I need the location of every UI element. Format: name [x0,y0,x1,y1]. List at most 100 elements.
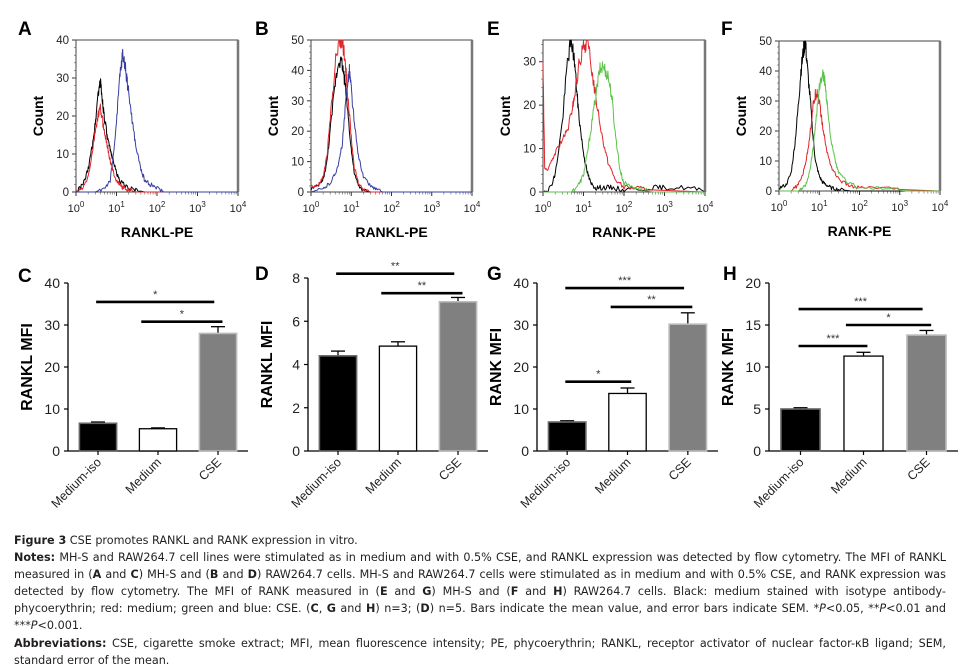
notes-fragment: ) n=5. Bars indicate the mean value, and… [14,602,946,633]
x-tick-label: 101 [108,200,125,215]
p-symbol: P [819,602,826,616]
abbreviations-label: Abbreviations: [14,636,107,650]
panel-ref: G [422,585,432,599]
y-tick-label: 10 [745,359,761,375]
x-axis-title: RANKL-PE [121,224,193,240]
x-tick-label: Medium [592,455,633,496]
notes-fragment: and [518,585,554,599]
y-tick-label: 10 [44,401,60,417]
y-tick-label: 10 [759,156,772,168]
x-tick-label: 102 [851,199,868,214]
y-tick-label: 5 [753,401,761,417]
x-tick-label: 102 [383,200,400,215]
panel-ref: C [310,602,319,616]
bar-medium [608,392,647,452]
significance-label: *** [854,296,868,308]
y-tick-label: 20 [513,359,529,375]
y-tick-label: 40 [291,65,304,77]
x-tick-label: 102 [616,200,633,215]
y-axis-title: Count [497,95,513,136]
significance-label: ** [647,294,656,306]
panel-ref: H [553,585,563,599]
x-tick-label: 101 [811,199,828,214]
x-tick-label: 100 [535,200,552,215]
y-axis-title: RANK MFI [720,328,737,406]
histogram-line-medium-iso [778,40,940,192]
notes-fragment: and [335,602,366,616]
y-tick-label: 20 [291,126,304,138]
x-tick-label: Medium [363,455,404,496]
bar-cse [668,323,708,452]
caption-notes: Notes: MH-S and RAW264.7 cell lines were… [14,549,946,634]
notes-fragment: ) RAW264.7 cells. Black: medium stained … [14,585,946,616]
x-tick-label: Medium [123,455,164,496]
x-axis-title: RANK-PE [828,223,892,239]
y-tick-label: 0 [530,187,536,199]
y-tick-label: 0 [521,443,529,459]
y-tick-label: 8 [292,270,300,286]
x-tick-label: 104 [230,200,247,215]
y-tick-label: 30 [44,317,60,333]
histogram-line-medium [310,39,472,193]
y-tick-label: 15 [745,317,761,333]
histogram-panel-E: E 0 10 20 30 100 101 102 103 104 RANK-PE Count [487,19,714,240]
y-tick-label: 30 [523,57,536,69]
significance-label: ** [391,261,400,273]
y-tick-label: 40 [759,66,772,78]
y-tick-label: 30 [291,96,304,108]
y-tick-label: 0 [292,443,300,459]
notes-fragment: ) n=3; ( [375,602,421,616]
panel-label: D [255,264,269,285]
panel-ref: A [92,568,102,582]
y-tick-label: 0 [753,443,761,459]
y-tick-label: 10 [56,149,69,161]
panel-ref: E [379,585,388,599]
panel-label: C [18,266,32,287]
y-axis-title: Count [265,95,281,136]
panel-ref: H [365,602,376,616]
y-tick-label: 2 [292,400,300,416]
y-tick-label: 10 [513,401,529,417]
y-axis-title: RANK MFI [488,328,505,406]
histogram-line-medium [779,89,941,192]
histogram-line-cse [76,48,238,193]
bar-medium-iso [547,421,587,452]
x-axis-title: RANK-PE [592,224,656,240]
bar-cse [906,334,947,452]
y-tick-label: 20 [44,359,60,375]
y-tick-label: 0 [766,186,772,198]
y-axis-title: RANKL MFI [19,323,36,411]
figure-title: CSE promotes RANKL and RANK expression i… [66,534,358,547]
notes-text: MH-S and RAW264.7 cell lines were stimul… [14,551,946,632]
notes-fragment: ) RAW264.7 cells. MH-S and RAW264.7 cell… [14,568,946,599]
notes-fragment: MH-S and RAW264.7 cell lines were stimul… [14,551,946,582]
bar-cse [438,300,478,452]
histogram-panel-F: F 0 10 20 30 40 50 100 101 102 103 104 RANK-PE Count [721,19,949,239]
y-axis-title: RANKL MFI [259,321,276,409]
histogram-line-medium-iso [75,78,238,193]
y-tick-label: 10 [523,144,536,156]
histogram-line-medium-iso [310,56,472,193]
x-tick-label: 103 [189,200,206,215]
panel-label: E [487,19,500,40]
x-tick-label: Medium-iso [289,455,345,511]
histogram-line-cse [310,64,472,193]
panel-ref: D [247,568,257,582]
x-tick-label: 104 [932,199,949,214]
caption-abbreviations: Abbreviations: CSE, cigarette smoke extr… [14,635,946,669]
histogram-panel-B: B 0 10 20 30 40 50 100 101 102 103 104 RANKL-PE Count [255,19,481,240]
significance-label: * [180,309,185,321]
histogram-line-medium [542,39,706,193]
x-tick-label: CSE [196,455,224,483]
significance-label: * [596,369,601,381]
x-tick-label: Medium-iso [518,455,574,511]
x-tick-label: 102 [149,200,166,215]
significance-label: * [153,289,158,301]
bar-medium [138,428,178,452]
bar-medium-iso [318,355,358,452]
bar-panel-D: D 0 2 4 6 8 RANKL MFI Medium-iso Medium CSE ** ** [255,261,488,511]
y-axis-title: Count [30,95,46,136]
